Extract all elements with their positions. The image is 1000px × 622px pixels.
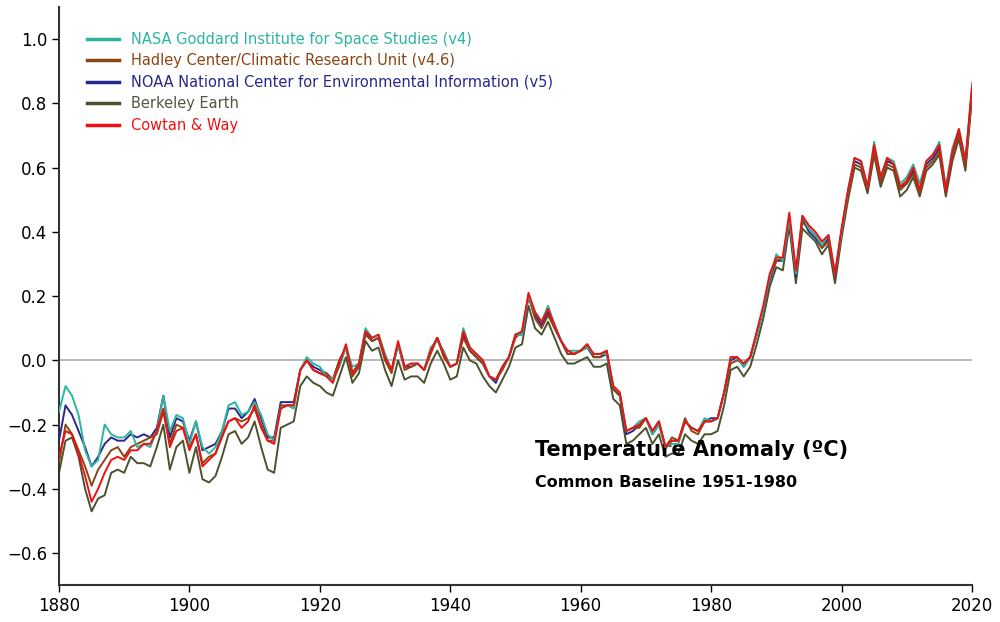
Legend: NASA Goddard Institute for Space Studies (v4), Hadley Center/Climatic Research U: NASA Goddard Institute for Space Studies… [75, 20, 565, 144]
Text: Temperature Anomaly (ºC): Temperature Anomaly (ºC) [535, 440, 848, 460]
Text: Common Baseline 1951-1980: Common Baseline 1951-1980 [535, 475, 797, 490]
